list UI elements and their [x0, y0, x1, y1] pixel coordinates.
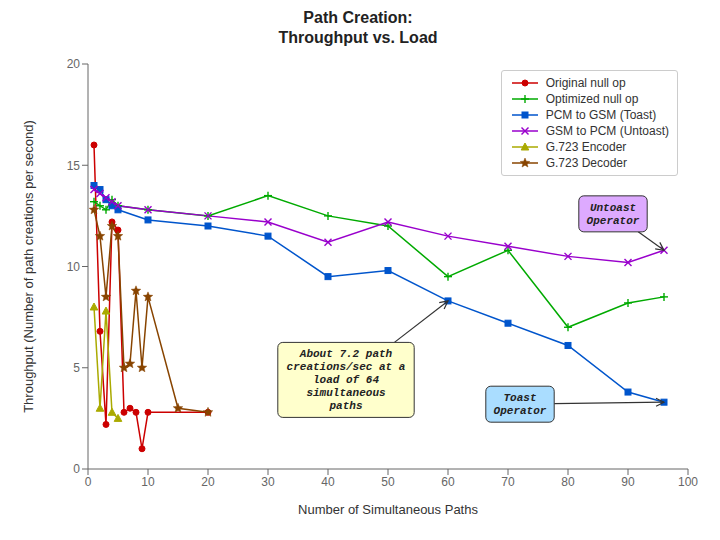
svg-text:20: 20	[67, 57, 81, 71]
svg-text:UntoastOperator: UntoastOperator	[587, 202, 640, 227]
svg-text:60: 60	[441, 475, 455, 489]
svg-text:0: 0	[73, 462, 80, 476]
html-text:PCM to GSM (Toast): PCM to GSM (Toast)	[545, 108, 657, 122]
svg-text:ToastOperator: ToastOperator	[494, 392, 547, 417]
html-text:GSM to PCM (Untoast): GSM to PCM (Untoast)	[545, 124, 669, 138]
svg-text:70: 70	[501, 475, 515, 489]
html-text:Path Creation: Throughput vs.: Path Creation: Throughput vs. Load	[278, 9, 438, 46]
html-text:G.723 Encoder: G.723 Encoder	[545, 140, 627, 154]
html-text:Optimized null op: Optimized null op	[545, 92, 639, 106]
svg-text:Number of Simultaneous Paths: Number of Simultaneous Paths	[298, 502, 478, 517]
svg-text:10: 10	[67, 260, 81, 274]
svg-text:15: 15	[67, 159, 81, 173]
svg-text:100: 100	[678, 475, 698, 489]
svg-text:Throughput (Number of path cre: Throughput (Number of path creations per…	[21, 120, 36, 413]
html-text:Original null op: Original null op	[545, 76, 626, 90]
html-text:G.723 Decoder: G.723 Decoder	[545, 156, 627, 170]
svg-text:80: 80	[561, 475, 575, 489]
svg-text:10: 10	[141, 475, 155, 489]
svg-text:40: 40	[321, 475, 335, 489]
svg-text:90: 90	[621, 475, 635, 489]
svg-text:About 7.2 pathcreations/sec at: About 7.2 pathcreations/sec at aload of …	[287, 348, 406, 412]
svg-text:20: 20	[201, 475, 215, 489]
svg-text:0: 0	[85, 475, 92, 489]
svg-text:30: 30	[261, 475, 275, 489]
svg-text:5: 5	[73, 361, 80, 375]
svg-text:50: 50	[381, 475, 395, 489]
